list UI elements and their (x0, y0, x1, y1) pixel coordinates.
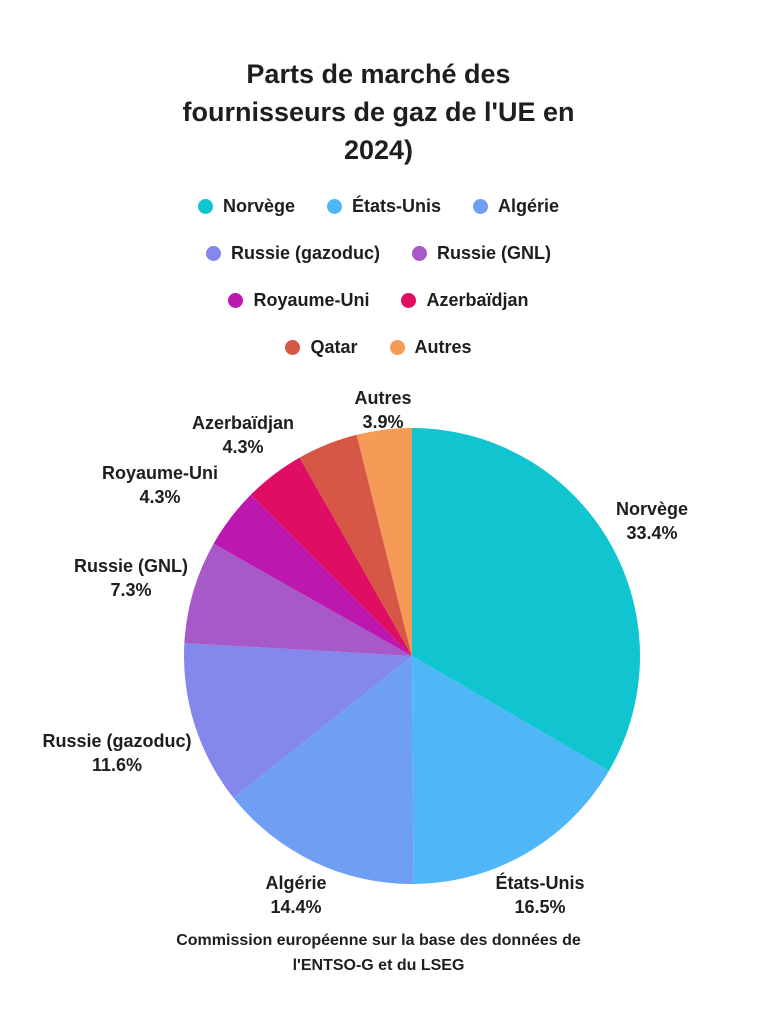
pie-label-value: 11.6% (91, 755, 143, 775)
legend-dot-icon (197, 199, 213, 214)
legend-dot-icon (473, 199, 488, 214)
pie-label-name: Russie (GNL) (73, 556, 189, 576)
pie-label-value: 14.4% (270, 897, 322, 917)
legend-label: Autres (414, 337, 472, 357)
pie-label-value: 16.5% (514, 897, 566, 917)
legend-label: Norvège (222, 196, 295, 216)
legend-label: Qatar (310, 337, 358, 357)
pie-slice-algerie (233, 656, 414, 885)
legend-label: Russie (GNL) (437, 243, 552, 263)
pie-label-name: Russie (gazoduc) (42, 731, 192, 751)
pie-label-etats-unis: États-Unis 16.5% (495, 871, 584, 919)
source-note-line2: l'ENTSO-G et du LSEG (292, 957, 465, 974)
legend-dot-icon (285, 340, 301, 355)
legend-label: Azerbaïdjan (426, 290, 529, 310)
legend-row: Royaume-Uni Azerbaïdjan (228, 290, 529, 311)
pie-slice-russie-gnl (184, 543, 412, 656)
pie-label-name: Royaume-Uni (101, 463, 219, 483)
pie-label-royaume-uni: Royaume-Uni 4.3% (102, 461, 218, 509)
legend-item-russie-gazoduc: Russie (gazoduc) (205, 243, 380, 264)
pie-label-value: 3.9% (362, 412, 404, 432)
pie-label-value: 4.3% (139, 487, 181, 507)
pie-label-russie-gazoduc: Russie (gazoduc) 11.6% (42, 729, 191, 777)
pie-slice-etats-unis (412, 656, 609, 884)
pie-label-name: Algérie (265, 873, 327, 893)
legend-row: Norvège États-Unis Algérie (197, 196, 559, 217)
legend-label: Algérie (498, 196, 560, 216)
pie-label-name: Autres (354, 388, 412, 408)
pie-label-norvege: Norvège 33.4% (616, 497, 688, 545)
pie-label-value: 4.3% (222, 437, 264, 457)
pie-slice-qatar (299, 434, 412, 656)
legend-dot-icon (326, 199, 342, 214)
legend-dot-icon (228, 293, 244, 308)
source-note-line1: Commission européenne sur la base des do… (176, 932, 581, 949)
pie-label-autres: Autres 3.9% (354, 386, 411, 434)
pie-slice-azerbaidjan (250, 457, 412, 656)
pie-label-azerbaidjan: Azerbaïdjan 4.3% (192, 411, 294, 459)
legend-dot-icon (389, 340, 405, 355)
legend-item-autres: Autres (389, 337, 472, 358)
pie-label-name: Azerbaïdjan (191, 413, 295, 433)
legend-item-algerie: Algérie (473, 196, 559, 217)
legend-dot-icon (412, 246, 427, 261)
chart-title-line1: Parts de marché des (246, 59, 511, 89)
chart-title-line3: 2024) (343, 135, 414, 165)
chart-legend: Norvège États-Unis Algérie Russie (gazoduc)… (0, 196, 757, 358)
pie-label-russie-gnl: Russie (GNL) 7.3% (74, 554, 188, 602)
legend-row: Russie (gazoduc) Russie (GNL) (205, 243, 551, 264)
chart-title: Parts de marché des fournisseurs de gaz … (0, 55, 757, 169)
pie-slice-russie-gazoduc (183, 643, 412, 798)
legend-label: Russie (gazoduc) (230, 243, 380, 263)
legend-item-etats-unis: États-Unis (326, 196, 441, 217)
legend-dot-icon (401, 293, 417, 308)
source-note: Commission européenne sur la base des do… (0, 928, 757, 978)
legend-row: Qatar Autres (285, 337, 472, 358)
pie-label-name: Norvège (615, 499, 689, 519)
pie-slice-royaume-uni (213, 494, 412, 656)
pie-slice-norvege (412, 428, 640, 771)
legend-dot-icon (205, 246, 221, 261)
pie-chart (183, 428, 640, 885)
pie-label-value: 33.4% (626, 523, 678, 543)
legend-item-norvege: Norvège (197, 196, 295, 217)
legend-item-azerbaidjan: Azerbaïdjan (401, 290, 529, 311)
legend-item-russie-gnl: Russie (GNL) (412, 243, 551, 264)
pie-slice-autres (356, 428, 412, 656)
legend-item-qatar: Qatar (285, 337, 358, 358)
legend-label: Royaume-Uni (253, 290, 370, 310)
pie-label-name: États-Unis (495, 873, 585, 893)
legend-item-royaume-uni: Royaume-Uni (228, 290, 369, 311)
chart-title-line2: fournisseurs de gaz de l'UE en (182, 97, 575, 127)
legend-label: États-Unis (351, 196, 441, 216)
pie-label-value: 7.3% (110, 580, 152, 600)
pie-label-algerie: Algérie 14.4% (265, 871, 326, 919)
